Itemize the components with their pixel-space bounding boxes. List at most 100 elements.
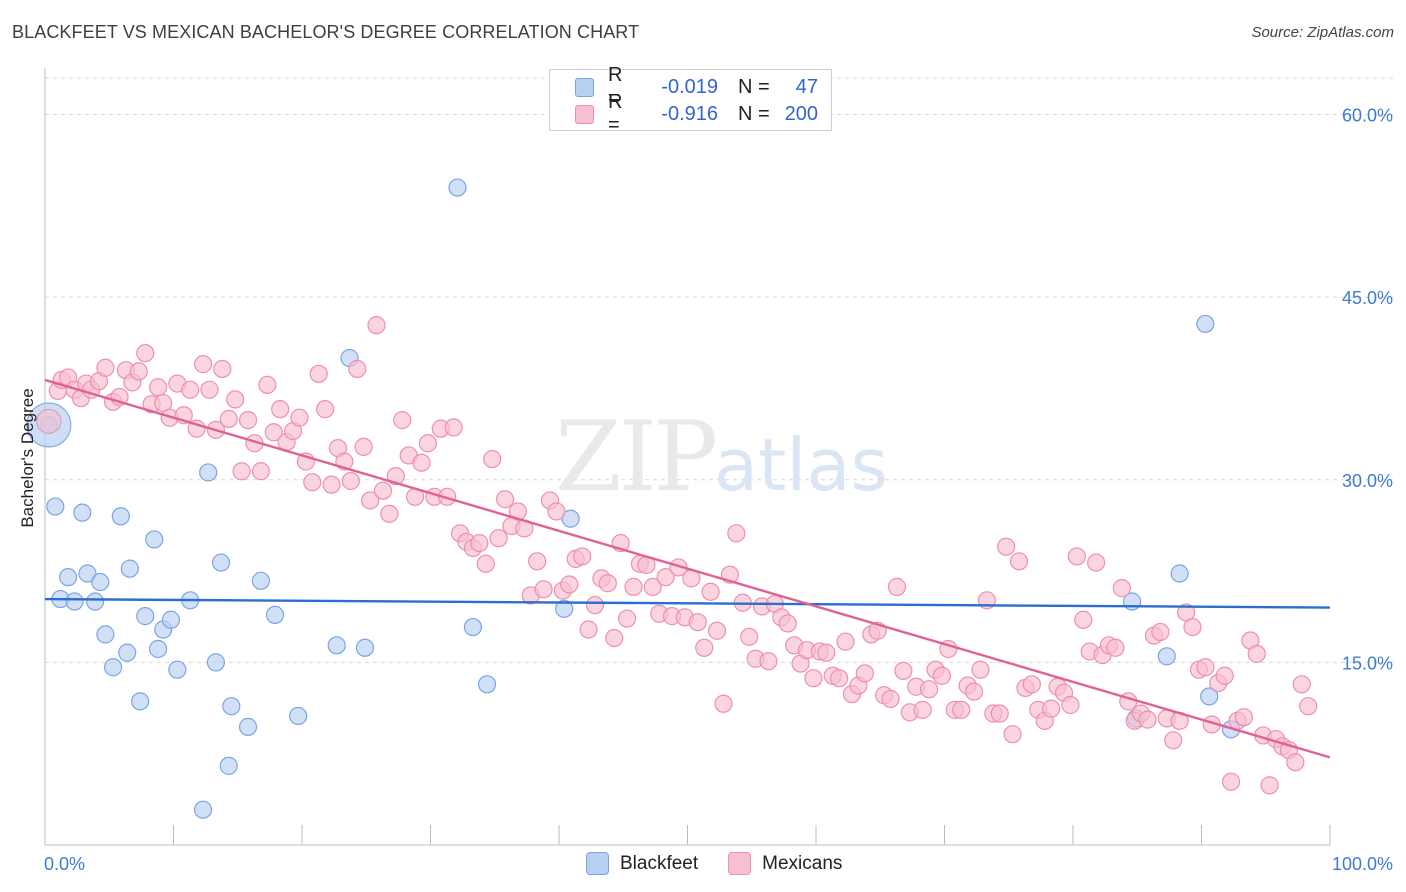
point-mexicans: [309, 364, 328, 383]
point-blackfeet: [355, 638, 375, 657]
point-blackfeet: [161, 610, 181, 629]
point-mexicans: [971, 660, 990, 679]
point-mexicans: [804, 669, 823, 688]
series-label-mexicans: Mexicans: [762, 852, 843, 874]
point-blackfeet: [59, 568, 78, 587]
point-blackfeet: [199, 463, 218, 482]
point-mexicans: [354, 437, 373, 456]
legend-swatch-mexicans: [575, 104, 594, 124]
point-mexicans: [952, 700, 971, 719]
point-mexicans: [605, 628, 624, 648]
point-mexicans: [701, 582, 720, 601]
legend-row-blackfeet: R = -0.019 N = 47: [550, 64, 818, 109]
point-blackfeet: [86, 592, 105, 611]
point-blackfeet: [251, 571, 270, 590]
series-legend-blackfeet[interactable]: Blackfeet: [586, 852, 698, 875]
point-mexicans: [618, 609, 637, 628]
point-mexicans: [290, 408, 309, 427]
point-blackfeet: [91, 572, 110, 592]
y-tick-label: 15.0%: [1342, 653, 1393, 673]
point-mexicans: [341, 471, 360, 491]
point-mexicans: [238, 411, 258, 430]
point-blackfeet: [111, 507, 130, 526]
point-blackfeet: [219, 756, 238, 775]
point-blackfeet: [148, 639, 168, 659]
point-mexicans: [740, 627, 759, 646]
point-mexicans: [483, 449, 502, 469]
point-mexicans: [534, 580, 553, 599]
y-axis-label: Bachelor's Degree: [18, 388, 37, 527]
point-mexicans: [361, 491, 380, 510]
point-mexicans: [1067, 547, 1086, 566]
point-mexicans: [200, 380, 219, 399]
point-mexicans: [136, 344, 155, 363]
regression-lines: [44, 378, 1331, 759]
point-mexicans: [181, 380, 200, 399]
legend-row-mexicans: R = -0.916 N = 200: [550, 91, 818, 136]
trendline-blackfeet: [44, 597, 1331, 609]
point-blackfeet: [555, 599, 574, 618]
point-mexicans: [836, 632, 855, 651]
series-legend: Blackfeet Mexicans: [586, 852, 872, 875]
point-blackfeet: [130, 692, 150, 711]
point-mexicans: [817, 643, 836, 662]
point-mexicans: [759, 652, 778, 671]
legend-swatch-blackfeet: [575, 77, 594, 97]
point-mexicans: [316, 400, 335, 419]
point-mexicans: [418, 434, 438, 453]
point-mexicans: [470, 533, 489, 553]
point-mexicans: [129, 362, 148, 381]
y-tick-label: 60.0%: [1342, 106, 1393, 126]
point-mexicans: [96, 358, 115, 377]
point-mexicans: [386, 467, 405, 486]
point-mexicans: [213, 359, 232, 379]
point-blackfeet: [136, 607, 155, 626]
point-mexicans: [264, 423, 283, 442]
point-mexicans: [547, 502, 566, 521]
point-blackfeet: [1200, 687, 1219, 706]
chart-title: BLACKFEET VS MEXICAN BACHELOR'S DEGREE C…: [12, 22, 640, 42]
watermark: ZIP atlas: [555, 401, 888, 513]
point-mexicans: [695, 638, 714, 657]
point-mexicans: [1087, 553, 1106, 572]
point-mexicans: [643, 577, 662, 596]
source-credit: Source: ZipAtlas.com: [1251, 24, 1394, 41]
point-mexicans: [303, 473, 322, 492]
point-mexicans: [412, 453, 431, 472]
point-blackfeet: [463, 617, 483, 637]
legend-r-label: R =: [608, 64, 623, 109]
point-mexicans: [830, 669, 849, 688]
point-mexicans: [528, 552, 547, 571]
point-mexicans: [1138, 710, 1157, 729]
point-mexicans: [560, 575, 579, 594]
series-swatch-mexicans: [728, 852, 752, 875]
point-mexicans: [226, 390, 245, 409]
point-blackfeet: [448, 178, 467, 197]
point-blackfeet: [289, 706, 308, 726]
point-mexicans: [714, 694, 733, 713]
point-mexicans: [997, 537, 1016, 556]
point-blackfeet: [1196, 314, 1215, 334]
point-mexicans: [251, 462, 270, 481]
point-mexicans: [489, 529, 508, 548]
legend-n-value: 47: [795, 75, 818, 98]
point-mexicans: [476, 554, 495, 573]
point-mexicans: [1164, 731, 1183, 750]
point-mexicans: [964, 682, 984, 701]
point-mexicans: [624, 577, 643, 596]
point-mexicans: [656, 568, 675, 587]
point-blackfeet: [73, 503, 92, 522]
point-mexicans: [778, 614, 797, 633]
y-tick-label: 45.0%: [1342, 288, 1393, 308]
point-mexicans: [348, 359, 367, 379]
legend-r-value: -0.916: [661, 102, 718, 125]
point-blackfeet: [78, 564, 97, 583]
series-legend-mexicans[interactable]: Mexicans: [728, 852, 842, 875]
legend-r-label: R =: [608, 91, 623, 136]
trendline-mexicans: [44, 378, 1331, 759]
grid: [45, 77, 1395, 663]
point-blackfeet: [238, 717, 258, 737]
point-mexicans: [1221, 772, 1241, 791]
point-mexicans: [919, 680, 939, 699]
